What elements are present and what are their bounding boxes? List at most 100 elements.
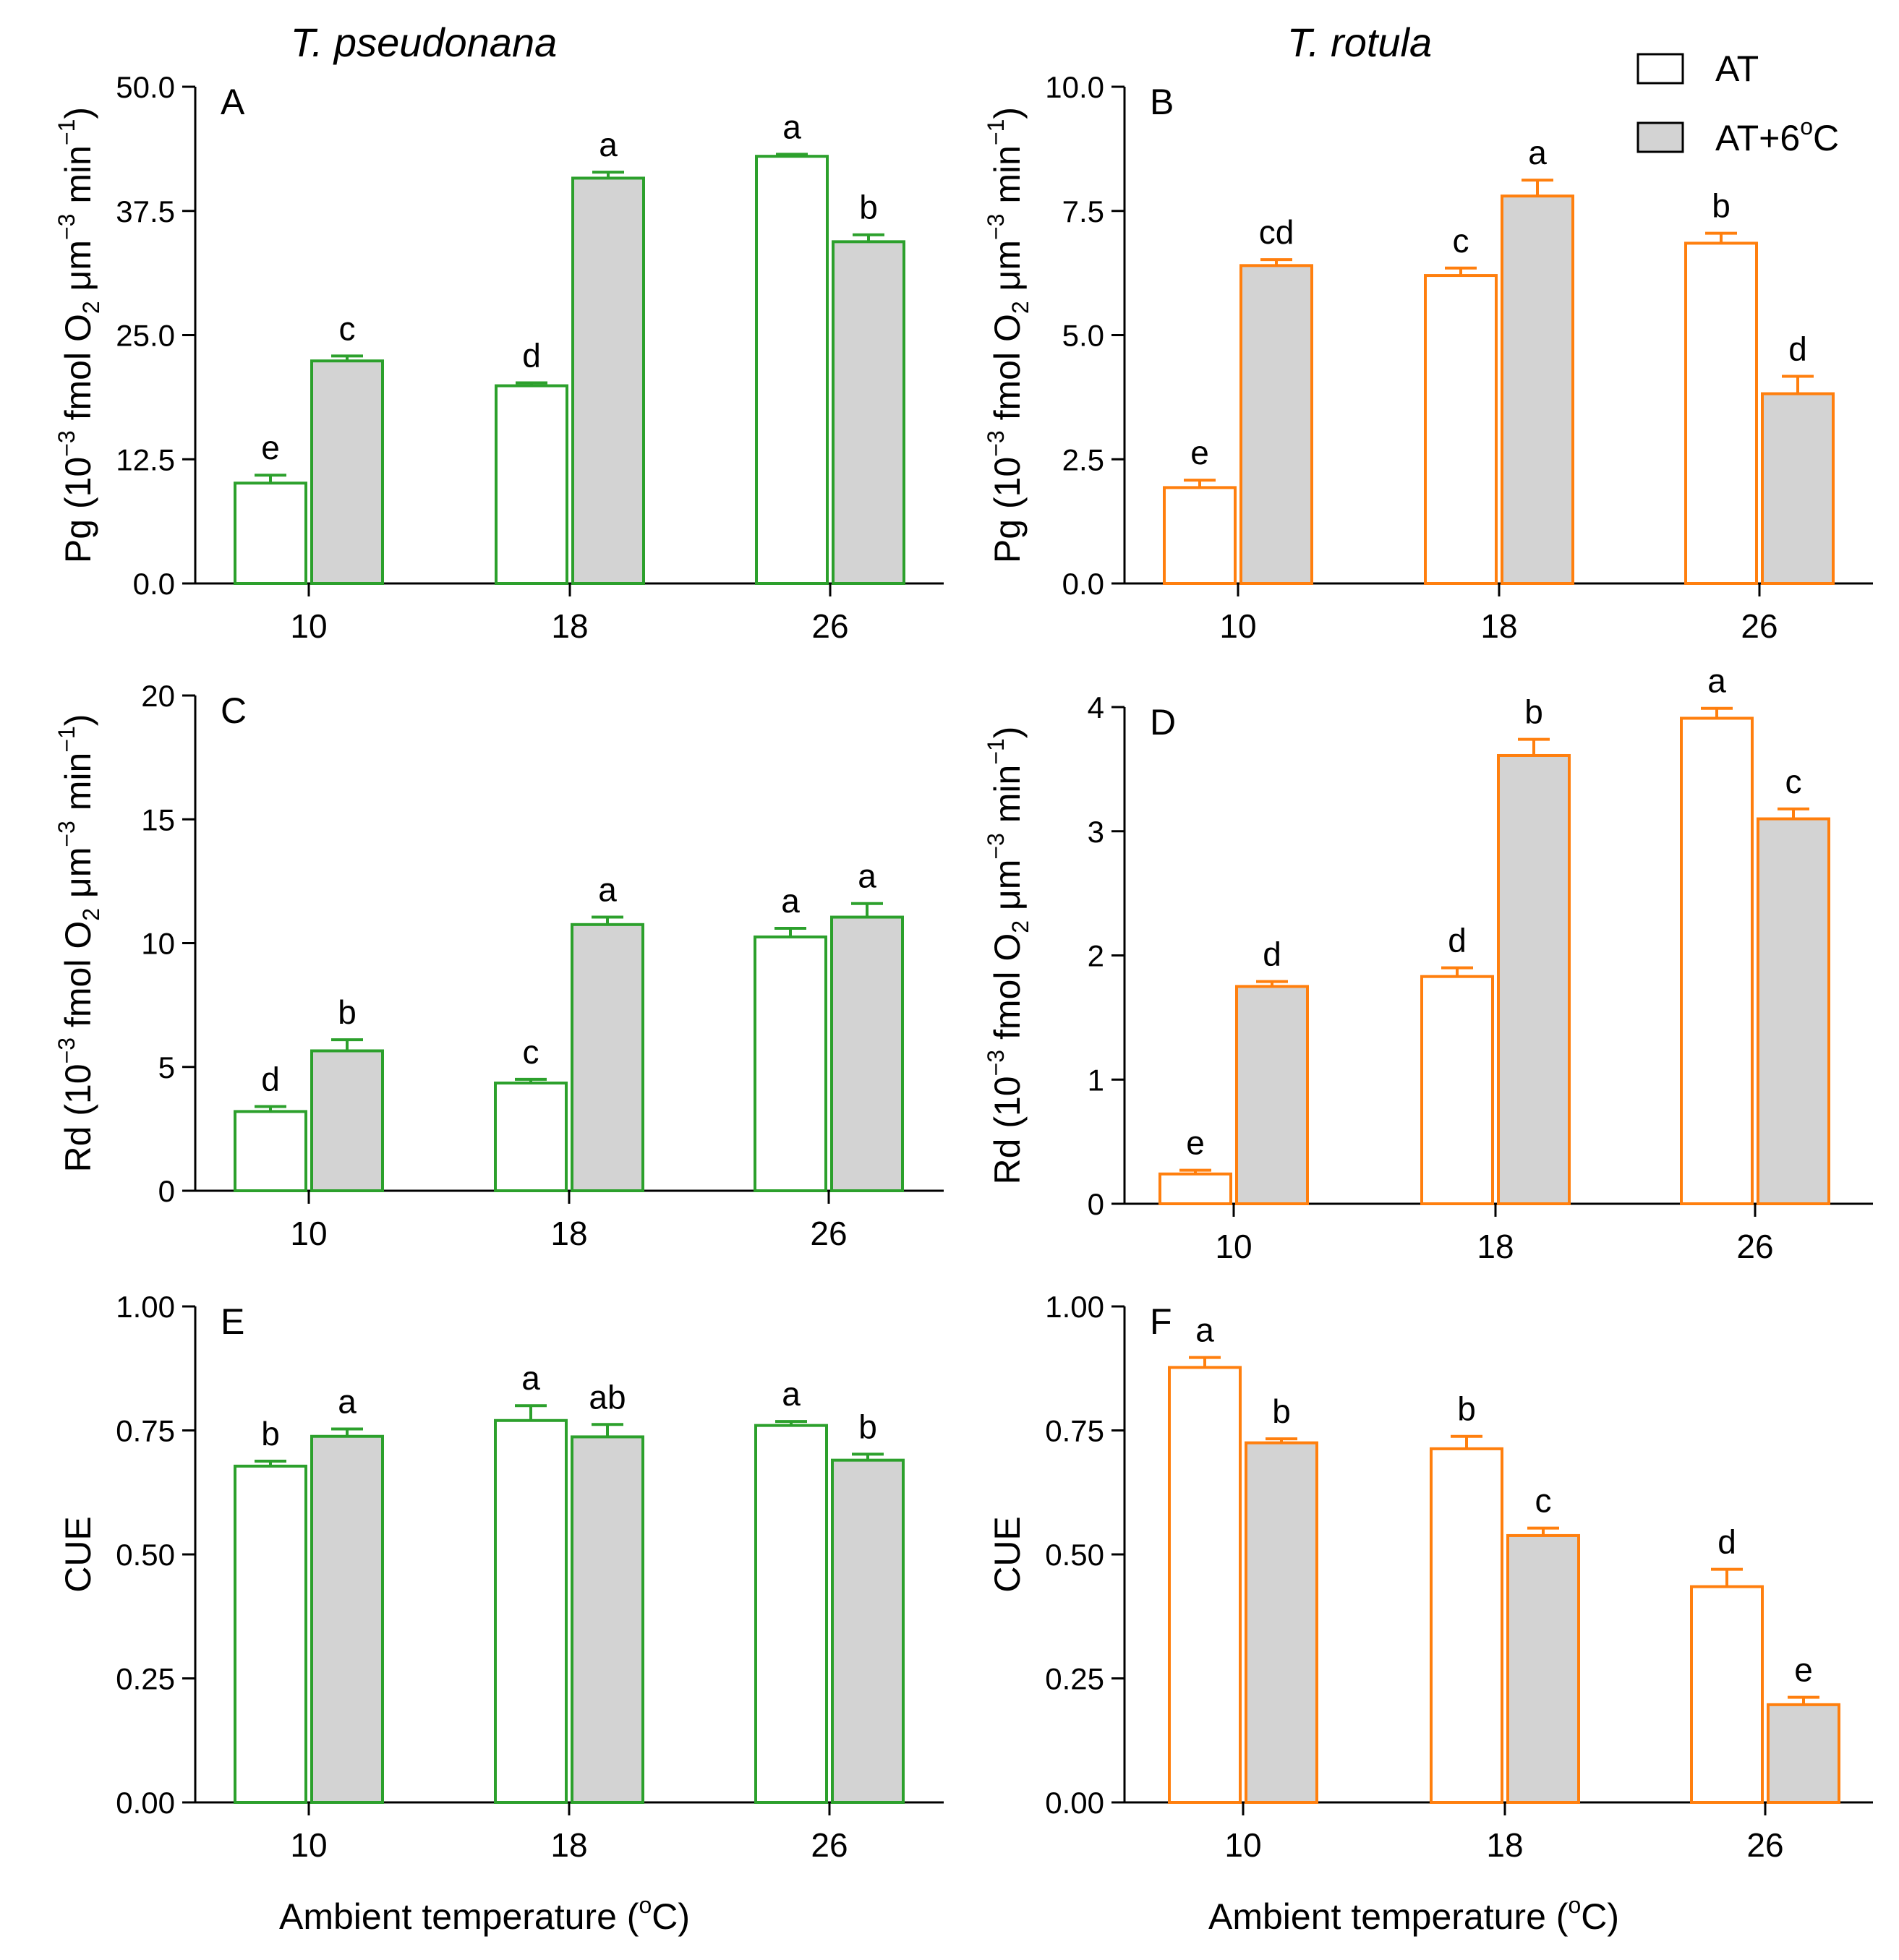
x-tick-label: 18 <box>1477 1228 1514 1265</box>
bar-warm <box>831 1458 905 1805</box>
y-axis-title-part: Rd (10 <box>58 1064 98 1172</box>
y-tick-label: 12.5 <box>116 442 175 476</box>
y-tick-label: 2 <box>1088 939 1104 973</box>
x-axis-title-right-sup: o <box>1568 1892 1581 1918</box>
x-tick-label: 10 <box>1224 1826 1261 1864</box>
y-axis-title-part: fmol O <box>58 314 98 430</box>
significance-letter: c <box>1453 222 1469 260</box>
bar-warm <box>310 1434 384 1805</box>
x-axis-title-left-sup: o <box>639 1892 652 1918</box>
y-tick-label: 0.50 <box>1045 1538 1104 1572</box>
y-tick-label: 0.0 <box>1062 567 1104 601</box>
y-tick-label: 1.00 <box>1045 1290 1104 1324</box>
x-tick-label: 18 <box>1486 1826 1523 1864</box>
y-axis-title-part: −3 <box>983 430 1009 456</box>
bar-warm <box>571 176 645 585</box>
x-axis-title-right-main: Ambient temperature ( <box>1208 1896 1569 1937</box>
y-tick-label: 50.0 <box>116 70 175 104</box>
bar-warm <box>571 1435 644 1804</box>
y-axis-title: CUE <box>58 1516 98 1593</box>
y-tick-label: 0.50 <box>116 1538 175 1572</box>
y-tick-label: 10 <box>141 927 175 961</box>
y-axis-title-part: −1 <box>983 119 1009 145</box>
significance-letter: a <box>1707 662 1726 700</box>
x-tick-label: 26 <box>811 1826 848 1864</box>
y-axis-title-part: −1 <box>54 726 80 752</box>
y-tick-label: 5.0 <box>1062 319 1104 353</box>
x-tick-label: 18 <box>1480 607 1517 645</box>
panel-f: 0.00 0.25 0.50 0.75 1.00 10 a b 18 b c 26 d e F CUE <box>987 1290 1873 1864</box>
significance-letter: d <box>261 1061 280 1098</box>
legend-warm-sup: o <box>1800 114 1813 140</box>
y-axis-title-part: −3 <box>54 1037 80 1064</box>
y-axis-title-part: −1 <box>54 119 80 145</box>
significance-letter: b <box>1457 1390 1476 1428</box>
y-axis-title-part: −3 <box>54 821 80 847</box>
bar-at <box>1168 1366 1242 1805</box>
x-tick-label: 10 <box>290 607 327 645</box>
y-axis-title: Pg (10−3 fmol O2 μm−3 min−1) <box>983 107 1033 563</box>
y-axis-title-part: −3 <box>983 214 1009 240</box>
y-axis-title-part: μm <box>987 860 1028 920</box>
bar-at <box>1158 1172 1232 1206</box>
bar-at <box>234 1464 307 1804</box>
significance-letter: a <box>782 1375 801 1413</box>
legend-swatch-at <box>1636 53 1684 85</box>
bar-at <box>494 1418 568 1804</box>
y-tick-label: 0.75 <box>116 1414 175 1448</box>
y-axis-title-part: ) <box>58 107 98 119</box>
x-tick-label: 10 <box>1215 1228 1252 1265</box>
bar-warm <box>571 923 644 1192</box>
significance-letter: a <box>781 882 800 920</box>
significance-letter: a <box>1195 1311 1214 1349</box>
bar-warm <box>310 1049 384 1193</box>
significance-letter: a <box>1528 134 1547 171</box>
y-axis-title-part: 2 <box>1007 301 1033 314</box>
bar-warm <box>1245 1441 1318 1805</box>
x-axis-title-right-end: C) <box>1581 1896 1619 1937</box>
legend-warm-main: AT+6 <box>1715 118 1800 158</box>
y-tick-label: 10.0 <box>1045 70 1104 104</box>
bar-at <box>754 935 827 1192</box>
y-axis-title-part: Pg (10 <box>987 457 1028 563</box>
y-tick-label: 0.0 <box>133 567 175 601</box>
bar-warm <box>830 915 904 1192</box>
x-axis-title-left-main: Ambient temperature ( <box>279 1896 639 1937</box>
significance-letter: a <box>782 108 801 145</box>
column-title-left: T. pseudonana <box>291 20 557 65</box>
y-tick-label: 0.25 <box>116 1662 175 1696</box>
y-axis-title: Rd (10−3 fmol O2 μm−3 min−1) <box>983 727 1033 1185</box>
x-tick-label: 18 <box>551 607 588 645</box>
y-tick-label: 0 <box>158 1174 175 1208</box>
bar-warm <box>1757 817 1830 1205</box>
y-tick-label: 15 <box>141 803 175 836</box>
y-tick-label: 1 <box>1088 1063 1104 1097</box>
significance-letter: a <box>858 857 876 895</box>
y-tick-label: 0.25 <box>1045 1662 1104 1696</box>
significance-letter: e <box>1186 1124 1205 1162</box>
panel-d: 0 1 2 3 4 10 e d 18 d b 26 a c D Rd (10−3 fmol O2 μm−3 … <box>983 662 1873 1265</box>
bar-warm <box>1761 392 1835 585</box>
y-axis-title-part: 2 <box>78 301 104 314</box>
significance-letter: d <box>522 336 541 374</box>
bar-at <box>1424 274 1498 585</box>
significance-letter: ab <box>589 1378 626 1416</box>
significance-letter: a <box>598 871 617 909</box>
y-axis-title-part: fmol O <box>987 933 1028 1050</box>
y-axis-title-part: −3 <box>54 214 80 240</box>
bar-at <box>494 1082 568 1192</box>
y-axis-title-part: min <box>58 145 98 213</box>
bar-warm <box>1767 1703 1840 1804</box>
bar-at <box>1690 1585 1764 1805</box>
panel-label: A <box>221 82 245 122</box>
y-axis-title: CUE <box>987 1516 1028 1593</box>
significance-letter: a <box>521 1359 540 1397</box>
y-tick-label: 25.0 <box>116 319 175 353</box>
y-axis-title: Pg (10−3 fmol O2 μm−3 min−1) <box>54 107 104 563</box>
y-axis-title-part: −3 <box>983 833 1009 859</box>
